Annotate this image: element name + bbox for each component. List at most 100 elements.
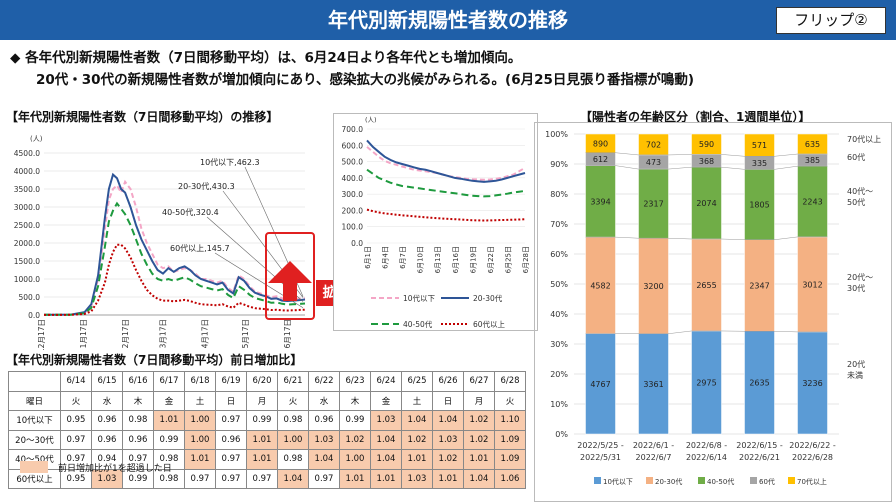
bar-legend-label: 60代 [759, 477, 775, 486]
inset-x-tick: 6月10日 [417, 246, 425, 273]
main-y-tick: 4500.0 [14, 149, 40, 158]
table-date-cell: 6/21 [277, 371, 309, 392]
bar-data-label: 3200 [643, 282, 663, 291]
table-value-cell: 1.03 [91, 468, 123, 489]
bar-x-tick: 2022/6/1 - [633, 441, 674, 450]
main-series-line [43, 243, 306, 316]
main-series-end-label: 60代以上,145.7 [170, 243, 230, 253]
table-value-cell: 1.02 [463, 410, 495, 431]
bar-data-label: 2975 [696, 378, 716, 387]
age-chart-frame [534, 122, 892, 502]
table-weekday-cell: 月 [246, 390, 278, 411]
main-y-tick: 0.0 [28, 311, 40, 320]
bar-data-label: 2317 [643, 200, 663, 209]
bar-side-label-line: 60代 [847, 152, 865, 162]
table-weekday-cell: 日 [215, 390, 247, 411]
bar-data-label: 4582 [590, 281, 610, 290]
main-y-tick: 2000.0 [14, 239, 40, 248]
table-value-cell: 0.97 [184, 468, 216, 489]
main-y-unit: (人) [30, 135, 43, 143]
bar-segment [638, 333, 669, 435]
bar-segment [691, 166, 722, 240]
bar-data-label: 635 [805, 140, 820, 149]
table-date-cell: 6/17 [153, 371, 185, 392]
expand-arrow-stem [283, 283, 297, 301]
table-corner-cell [8, 371, 61, 392]
bar-y-tick: 20% [550, 370, 568, 379]
inset-x-tick: 6月22日 [487, 246, 495, 273]
table-value-cell: 0.99 [339, 410, 371, 431]
inset-x-tick: 6月28日 [522, 246, 530, 273]
inset-x-tick: 6月25日 [504, 246, 512, 273]
table-value-cell: 0.97 [215, 468, 247, 489]
bar-y-tick: 40% [550, 310, 568, 319]
bar-series-connector [585, 152, 828, 157]
inset-y-tick: 600.0 [342, 141, 364, 150]
table-value-cell: 1.04 [370, 449, 402, 470]
table-value-cell: 0.97 [60, 429, 92, 450]
inset-x-tick: 6月1日 [364, 246, 372, 269]
main-series-line [43, 179, 306, 316]
bar-y-tick: 0% [555, 430, 568, 439]
bar-data-label: 385 [805, 156, 820, 165]
ratio-table: 6/14 6/15 6/16 6/17 6/18 6/19 6/20 6/21 6/22 6/23… [8, 371, 526, 489]
table-value-cell: 0.96 [122, 429, 154, 450]
main-series-end-label: 10代以下,462.3 [200, 157, 260, 167]
main-y-tick: 4000.0 [14, 167, 40, 176]
bar-data-label: 4767 [590, 380, 610, 389]
inset-frame [333, 113, 538, 331]
table-value-cell: 1.01 [246, 449, 278, 470]
main-y-tick: 500.0 [19, 293, 41, 302]
bar-y-tick: 30% [550, 340, 568, 349]
inset-series-line [366, 168, 526, 198]
bar-y-tick: 70% [550, 220, 568, 229]
bar-y-tick: 50% [550, 280, 568, 289]
bullet-line-2: 20代・30代の新規陽性者数が増加傾向にあり、感染拡大の兆候がみられる。(6月2… [36, 72, 695, 88]
bar-data-label: 590 [699, 140, 714, 149]
table-value-cell: 1.06 [494, 468, 526, 489]
bar-side-label: 70代以上 [847, 134, 881, 144]
bar-data-label: 3361 [643, 380, 663, 389]
expand-arrow-icon [268, 261, 312, 283]
bar-legend-label: 40-50代 [707, 477, 734, 486]
bar-segment [585, 165, 616, 238]
main-x-tick: 5月17日 [241, 319, 250, 348]
table-value-cell: 1.00 [339, 449, 371, 470]
table-date-cell: 6/24 [370, 371, 402, 392]
bar-data-label: 2347 [749, 281, 769, 290]
table-weekday-row: 曜日火水木金土日月火水木金土日月火 [8, 390, 526, 411]
table-weekday-cell: 火 [277, 390, 309, 411]
inset-legend-label: 10代以下 [403, 293, 436, 303]
table-value-cell: 1.09 [494, 449, 526, 470]
bar-legend-swatch [698, 477, 705, 484]
bar-side-label: 20代未満 [847, 359, 865, 380]
main-y-tick: 3500.0 [14, 185, 40, 194]
table-value-cell: 0.96 [91, 410, 123, 431]
main-x-tick: 12月17日 [37, 319, 46, 350]
table-value-cell: 0.97 [215, 449, 247, 470]
header-bar [0, 0, 896, 40]
bar-data-label: 3012 [802, 280, 822, 289]
bar-side-label: 20代～ 30代 [847, 272, 873, 293]
inset-y-tick: 200.0 [342, 206, 364, 215]
bar-legend-swatch [788, 477, 795, 484]
bar-x-tick: 2022/6/22 - [789, 441, 836, 450]
bar-side-label-line: 20代～ [847, 272, 873, 282]
table-value-cell: 1.03 [370, 410, 402, 431]
inset-x-tick: 6月4日 [382, 246, 390, 269]
bar-legend-swatch [594, 477, 601, 484]
main-x-tick: 2月17日 [121, 319, 130, 348]
table-value-cell: 0.96 [308, 410, 340, 431]
table-value-cell: 0.97 [308, 468, 340, 489]
bar-data-label: 702 [646, 140, 661, 149]
bar-y-tick: 90% [550, 160, 568, 169]
table-value-cell: 1.02 [401, 429, 433, 450]
bar-segment [744, 169, 775, 240]
main-y-tick: 2500.0 [14, 221, 40, 230]
bar-x-tick: 2022/6/14 [686, 453, 727, 462]
bar-y-tick: 10% [550, 400, 568, 409]
left-chart-title: 【年代別新規陽性者数（7日間移動平均）の推移】 [6, 110, 279, 124]
table-value-cell: 1.00 [184, 410, 216, 431]
main-x-tick: 1月17日 [79, 319, 88, 348]
table-row-label: 20～30代 [8, 429, 61, 450]
